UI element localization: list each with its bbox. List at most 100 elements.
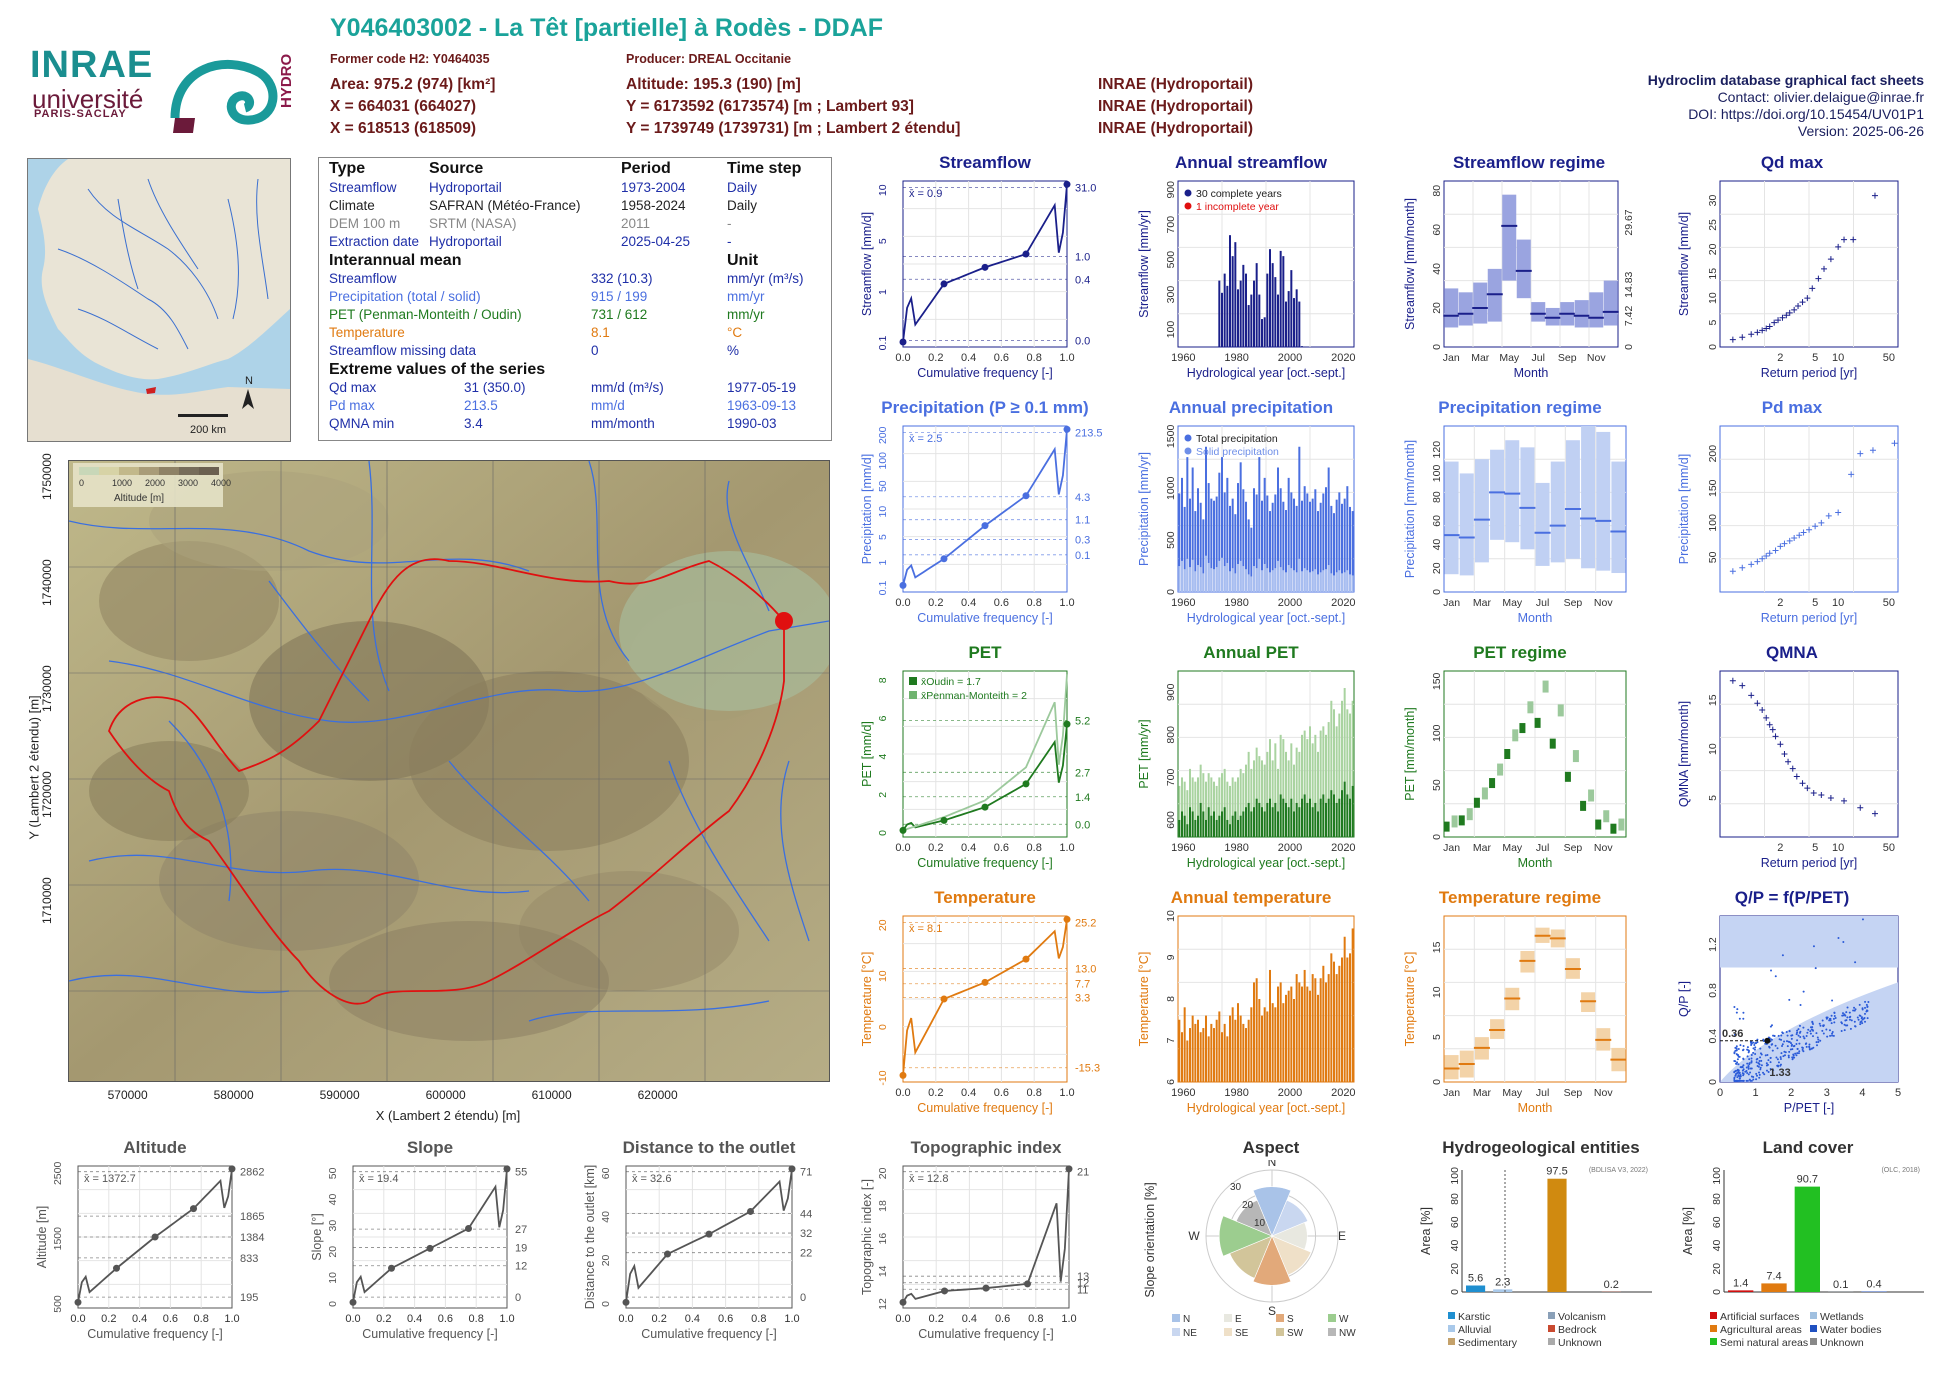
chart-title: Streamflow regime	[1452, 153, 1606, 172]
right-tick-label: 213.5	[1075, 428, 1103, 440]
chart-title: Annual temperature	[1170, 888, 1332, 907]
annual-bar	[1349, 953, 1351, 1082]
y-tick-label: 5	[1707, 795, 1719, 801]
annual-bar	[1186, 824, 1189, 837]
y-tick-label: 20	[1431, 302, 1443, 314]
annual-bar	[1178, 493, 1181, 592]
qp-point	[1746, 1046, 1749, 1049]
x-tick-label: 1.0	[784, 1313, 799, 1325]
annual-bar	[1218, 560, 1221, 592]
annual-bar	[1197, 1019, 1199, 1082]
x-tick-label: Sep	[1564, 842, 1583, 854]
annual-bar	[1226, 477, 1229, 592]
qp-point	[1789, 1048, 1792, 1051]
relief-patch	[159, 811, 419, 951]
north-label: N	[245, 375, 253, 387]
river-line	[726, 480, 770, 612]
qp-point	[1837, 936, 1840, 939]
info-h-extreme: Extreme values of the series	[329, 361, 546, 378]
x-tick-label: 0.4	[961, 597, 976, 609]
aspect-sector	[1271, 1199, 1309, 1237]
qp-point	[1811, 1021, 1814, 1024]
y-tick-label: 20	[1431, 562, 1443, 574]
qp-point	[1864, 1006, 1867, 1009]
legend-swatch	[1548, 1325, 1555, 1332]
qp-point	[1759, 1056, 1762, 1059]
x-tick-label: 0.8	[1028, 1313, 1043, 1325]
annual-bar	[1202, 773, 1205, 837]
annual-bar	[1309, 726, 1311, 837]
qp-point	[1771, 1049, 1774, 1052]
annual-bar	[1199, 802, 1202, 837]
qp-point	[1783, 1054, 1786, 1057]
y-tick-label: 50	[1431, 779, 1443, 791]
right-tick-label: 4.3	[1075, 492, 1090, 504]
annual-bar	[1333, 575, 1335, 592]
qp-point	[1773, 1034, 1776, 1037]
return-period-point	[1810, 790, 1817, 797]
chart-svg: PET [mm/d] Cumulative frequency [-] 0.0 0.2…	[860, 670, 1090, 870]
y-tick-label: 10	[327, 1272, 339, 1284]
annual-bar	[1285, 510, 1287, 592]
y-axis-label: Temperature [°C]	[1137, 952, 1151, 1047]
annual-bar	[1266, 1011, 1269, 1082]
relief-patch	[329, 921, 609, 1041]
qp-point	[1747, 1073, 1750, 1076]
info-mean-value-0: 332 (10.3)	[591, 271, 653, 286]
altitude: Altitude: 195.3 (190) [m]	[626, 76, 801, 93]
annual-bar	[1282, 256, 1285, 347]
qp-point	[1772, 1069, 1775, 1072]
qp-point	[1841, 1012, 1844, 1015]
annual-bar	[1199, 502, 1202, 592]
qp-annotation: 1.33	[1769, 1067, 1790, 1079]
annual-bar	[1311, 974, 1314, 1082]
y-tick-label: 100	[1707, 514, 1719, 532]
annual-bar	[1295, 747, 1298, 837]
annual-bar	[1330, 700, 1333, 837]
annual-bar	[1258, 802, 1261, 837]
qp-point	[1737, 1047, 1740, 1050]
y-axis-label: Q/P [-]	[1677, 981, 1691, 1017]
info-period-0: 1973-2004	[621, 180, 686, 195]
annual-bar	[1309, 501, 1311, 592]
x-axis-label: Hydrological year [oct.-sept.]	[1187, 856, 1345, 870]
qp-point	[1770, 969, 1773, 972]
return-period-point	[1786, 537, 1793, 544]
return-period-point	[1781, 540, 1788, 547]
y-tick-label: 5	[877, 238, 889, 244]
qp-point	[1802, 1026, 1805, 1029]
pet-oudin-mark	[1580, 800, 1587, 811]
annual-bar	[1197, 815, 1199, 837]
x-tick-label: Nov	[1594, 842, 1613, 854]
hydro-logo-icon	[170, 60, 278, 133]
x-tick-label: 2000	[1278, 352, 1302, 364]
annual-bar	[1231, 256, 1234, 347]
qp-point	[1792, 1045, 1795, 1048]
right-tick-label: 7.42	[1623, 305, 1635, 326]
x-axis-label: Hydrological year [oct.-sept.]	[1187, 366, 1345, 380]
annual-bar	[1181, 811, 1183, 837]
annual-bar	[1290, 568, 1293, 592]
qp-point	[1758, 1076, 1761, 1079]
qp-point	[1816, 1036, 1819, 1039]
annual-bar	[1330, 953, 1333, 1082]
qp-point	[1768, 1045, 1771, 1048]
return-period-point	[1835, 509, 1842, 516]
river-line	[528, 1000, 770, 1022]
qp-point	[1812, 945, 1815, 948]
y-axis-label: Area [%]	[1419, 1207, 1433, 1255]
annual-bar	[1287, 565, 1290, 592]
chart-svg: Altitude [m] Cumulative frequency [-]0.0 0…	[35, 1162, 264, 1341]
qp-point	[1857, 1018, 1860, 1021]
x-tick-label: Mar	[1473, 597, 1492, 609]
x-tick-label: May	[1502, 842, 1523, 854]
y-tick-label: 80	[1431, 491, 1443, 503]
qp-point	[1863, 1016, 1866, 1019]
bar-value-label: 2.3	[1495, 1276, 1510, 1288]
annual-bar	[1319, 978, 1322, 1082]
quantile-point	[899, 1298, 907, 1306]
universite-logo: université	[32, 84, 144, 114]
qp-point	[1781, 1031, 1784, 1034]
y-tick-label: 15	[1431, 941, 1443, 953]
annual-bar	[1341, 573, 1343, 592]
